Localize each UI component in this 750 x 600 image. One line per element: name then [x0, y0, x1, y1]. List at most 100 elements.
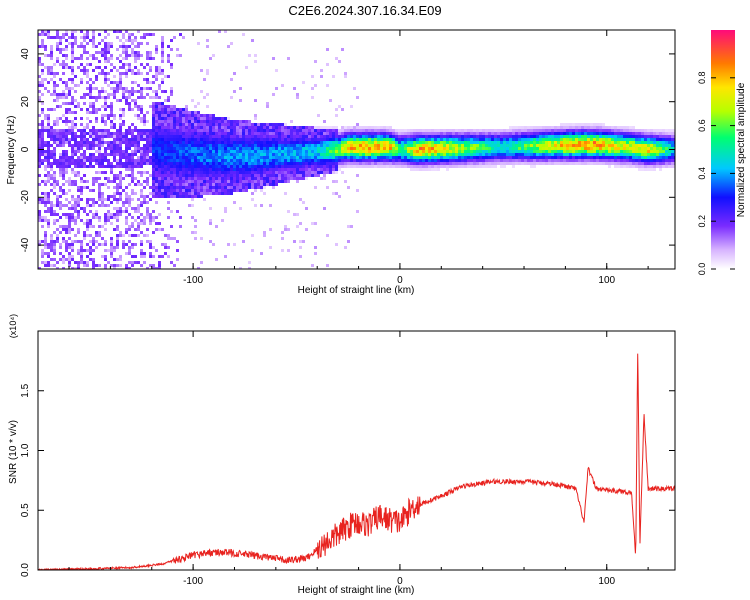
spectrogram-cell — [95, 117, 98, 120]
spectrogram-cell — [179, 225, 182, 228]
spectrogram-cell — [206, 120, 209, 123]
spectrogram-cell — [155, 150, 158, 153]
spectrogram-cell — [65, 102, 68, 105]
spectrogram-cell — [206, 45, 209, 48]
spectrogram-cell — [275, 135, 278, 138]
spectrogram-cell — [104, 129, 107, 132]
spectrogram-cell — [614, 132, 617, 135]
spectrogram-cell — [116, 150, 119, 153]
spectrogram-cell — [146, 240, 149, 243]
spectrogram-cell — [416, 129, 419, 132]
spectrogram-cell — [56, 237, 59, 240]
spectrogram-cell — [122, 153, 125, 156]
spectrogram-cell — [392, 150, 395, 153]
spectrogram-cell — [155, 90, 158, 93]
spectrogram-cell — [293, 126, 296, 129]
spectrogram-cell — [671, 156, 674, 159]
spectrogram-cell — [254, 144, 257, 147]
spectrogram-cell — [557, 132, 560, 135]
spectrogram-cell — [404, 144, 407, 147]
spectrogram-cell — [128, 174, 131, 177]
spectrogram-cell — [95, 87, 98, 90]
spectrogram-cell — [443, 150, 446, 153]
spectrogram-cell — [128, 204, 131, 207]
spectrogram-cell — [128, 126, 131, 129]
spectrogram-cell — [467, 159, 470, 162]
spectrogram-cell — [239, 120, 242, 123]
spectrogram-cell — [188, 135, 191, 138]
spectrogram-cell — [68, 132, 71, 135]
spectrogram-cell — [548, 132, 551, 135]
spectrogram-cell — [530, 162, 533, 165]
spectrogram-cell — [227, 117, 230, 120]
spectrogram-cell — [137, 198, 140, 201]
spectrogram-cell — [287, 162, 290, 165]
spectrogram-cell — [533, 162, 536, 165]
spectrogram-cell — [101, 129, 104, 132]
spectrogram-cell — [167, 201, 170, 204]
spectrogram-cell — [314, 129, 317, 132]
spectrogram-cell — [161, 159, 164, 162]
spectrogram-cell — [74, 201, 77, 204]
spectrogram-cell — [110, 252, 113, 255]
spectrogram-cell — [107, 117, 110, 120]
spectrogram-cell — [71, 96, 74, 99]
spectrogram-cell — [149, 150, 152, 153]
spectrogram-cell — [308, 132, 311, 135]
spectrogram-cell — [83, 180, 86, 183]
spectrogram-cell — [665, 165, 668, 168]
spectrogram-cell — [620, 132, 623, 135]
spectrogram-cell — [590, 159, 593, 162]
spectrogram-cell — [503, 165, 506, 168]
spectrogram-cell — [131, 141, 134, 144]
spectrogram-cell — [116, 99, 119, 102]
spectrogram-cell — [173, 192, 176, 195]
spectrogram-cell — [86, 261, 89, 264]
spectrogram-cell — [152, 153, 155, 156]
spectrogram-cell — [185, 126, 188, 129]
spectrogram-cell — [344, 165, 347, 168]
spectrogram-cell — [107, 177, 110, 180]
spectrogram-cell — [242, 186, 245, 189]
spectrogram-cell — [605, 135, 608, 138]
spectrogram-cell — [71, 135, 74, 138]
spectrogram-cell — [650, 168, 653, 171]
spectrogram-cell — [119, 108, 122, 111]
spectrogram-cell — [71, 138, 74, 141]
spectrogram-cell — [89, 219, 92, 222]
spectrogram-cell — [146, 162, 149, 165]
spectrogram-cell — [50, 258, 53, 261]
spectrogram-cell — [101, 141, 104, 144]
spectrogram-cell — [587, 150, 590, 153]
spectrogram-cell — [155, 48, 158, 51]
spectrogram-cell — [254, 204, 257, 207]
spectrogram-cell — [512, 147, 515, 150]
spectrogram-cell — [74, 75, 77, 78]
spectrogram-cell — [311, 141, 314, 144]
spectrogram-cell — [179, 117, 182, 120]
spectrogram-cell — [335, 192, 338, 195]
spectrogram-cell — [149, 222, 152, 225]
spectrogram-cell — [635, 147, 638, 150]
spectrogram-cell — [53, 231, 56, 234]
spectrogram-cell — [272, 150, 275, 153]
spectrogram-cell — [353, 153, 356, 156]
spectrogram-cell — [275, 150, 278, 153]
spectrogram-cell — [41, 81, 44, 84]
spectrogram-cell — [221, 117, 224, 120]
spectrogram-cell — [212, 117, 215, 120]
spectrogram-cell — [167, 120, 170, 123]
spectrogram-cell — [122, 45, 125, 48]
spectrogram-cell — [611, 159, 614, 162]
spectrogram-cell — [347, 162, 350, 165]
spectrogram-cell — [68, 120, 71, 123]
spectrogram-cell — [341, 129, 344, 132]
spectrogram-cell — [113, 66, 116, 69]
spectrogram-cell — [446, 129, 449, 132]
spectrogram-cell — [401, 144, 404, 147]
spectrogram-cell — [629, 138, 632, 141]
spectrogram-cell — [206, 123, 209, 126]
spectrogram-cell — [302, 177, 305, 180]
spectrogram-cell — [308, 138, 311, 141]
spectrogram-cell — [62, 213, 65, 216]
